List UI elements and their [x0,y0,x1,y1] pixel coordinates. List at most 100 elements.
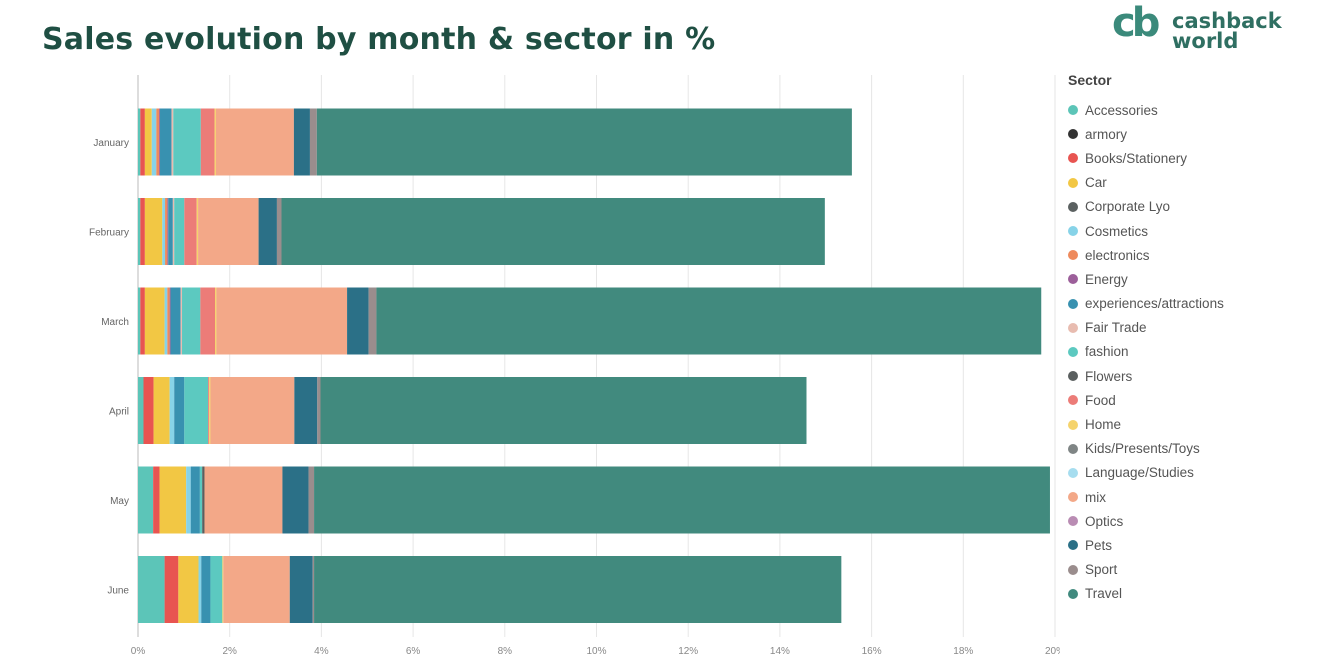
bar-march-mix [216,287,348,355]
legend-label: armory [1085,126,1128,142]
stacked-bar-chart: 0% 2% 4% 6% 8% 10% 12% 14% 16% 18% 20% January Febru… [89,75,1060,657]
bar-april-sport [317,377,321,444]
legend-item-fair-trade[interactable]: Fair Trade [1068,316,1323,340]
legend-item-fashion[interactable]: fashion [1068,340,1323,364]
bar-february-energy [167,198,169,265]
legend-item-armory[interactable]: armory [1068,122,1323,146]
bar-march-energy [169,287,171,355]
bar-march-electronics [167,287,170,355]
bar-february-food [184,198,197,265]
bar-january-accessories [138,108,141,176]
legend-label: Optics [1085,513,1124,529]
x-tick-label: 16% [862,646,882,657]
legend-swatch [1068,250,1078,261]
legend-swatch [1068,298,1078,309]
bar-february-experiences-attractions [168,198,173,265]
bar-february-electronics [165,198,168,265]
y-tick-label-february: February [89,228,129,239]
legend-item-cosmetics[interactable]: Cosmetics [1068,219,1323,243]
logo-mark: cb [1112,0,1160,46]
legend-item-corporate-lyo[interactable]: Corporate Lyo [1068,195,1323,219]
bar-january-home [214,108,216,176]
x-tick-label: 14% [770,646,790,657]
y-tick-label-january: January [93,138,129,149]
legend-label: Sport [1085,562,1118,578]
legend-item-mix[interactable]: mix [1068,485,1323,509]
legend-item-flowers[interactable]: Flowers [1068,364,1323,388]
legend-swatch [1068,443,1078,454]
bar-march-accessories [138,287,141,355]
bar-february-accessories [138,198,141,265]
y-tick-label-april: April [109,407,129,418]
bar-april-fashion [184,377,209,444]
bar-january-pets [293,108,310,176]
legend-item-energy[interactable]: Energy [1068,267,1323,291]
legend-item-sport[interactable]: Sport [1068,558,1323,582]
legend-label: Energy [1085,271,1128,287]
legend-item-experiences-attractions[interactable]: experiences/attractions [1068,292,1323,316]
legend-items: Accessories armory Books/Stationery Car Corp… [1068,98,1323,606]
bar-february-fair-trade [172,198,175,265]
bar-april-travel [320,377,807,444]
legend-item-food[interactable]: Food [1068,388,1323,412]
legend-item-optics[interactable]: Optics [1068,509,1323,533]
legend-item-car[interactable]: Car [1068,171,1323,195]
bar-february-fashion [174,198,185,265]
bar-june-mix [223,556,290,623]
y-tick-label-june: June [107,586,129,597]
bar-march-travel [376,287,1042,355]
bar-april-experiences-attractions [174,377,185,444]
legend-label: experiences/attractions [1085,296,1224,312]
y-tick-label-march: March [101,317,129,328]
legend-label: Kids/Presents/Toys [1085,441,1200,457]
bar-january-mix [215,108,294,176]
x-tick-label: 18% [953,646,973,657]
bar-march-sport [368,287,377,355]
legend-swatch [1068,105,1078,116]
legend-label: Corporate Lyo [1085,199,1171,215]
bar-june-cosmetics [198,556,202,623]
bar-february-books-stationery [140,198,145,265]
legend-label: fashion [1085,344,1129,360]
logo-text-line2: world [1172,29,1239,53]
legend-label: Cosmetics [1085,223,1149,239]
bar-june-travel [314,556,842,623]
bar-june-books-stationery [164,556,179,623]
legend-item-books-stationery[interactable]: Books/Stationery [1068,146,1323,170]
legend-swatch [1068,540,1078,551]
legend-item-accessories[interactable]: Accessories [1068,98,1323,122]
bar-january-sport [309,108,317,176]
bar-january-experiences-attractions [160,108,172,176]
legend-swatch [1068,564,1078,575]
legend-swatch [1068,322,1078,333]
bar-june-pets [289,556,313,623]
bar-april-home [209,377,211,444]
bar-march-pets [347,287,369,355]
bar-march-fair-trade [180,287,183,355]
legend-swatch [1068,153,1078,164]
legend-swatch [1068,371,1078,382]
legend-item-electronics[interactable]: electronics [1068,243,1323,267]
legend-item-travel[interactable]: Travel [1068,582,1323,606]
legend-item-kids-presents-toys[interactable]: Kids/Presents/Toys [1068,437,1323,461]
bar-january-cosmetics [151,108,157,176]
bar-june-accessories [138,556,165,623]
x-tick-label: 0% [131,646,146,657]
bar-april-books-stationery [143,377,154,444]
legend-label: Travel [1085,586,1123,602]
bar-may-experiences-attractions [190,466,200,534]
legend-item-language-studies[interactable]: Language/Studies [1068,461,1323,485]
bar-april-pets [294,377,318,444]
chart-title: Sales evolution by month & sector in % [42,22,716,57]
legend-label: Fair Trade [1085,320,1147,336]
legend-item-home[interactable]: Home [1068,412,1323,436]
bar-may-accessories [138,466,154,534]
bar-april-food [208,377,210,444]
bar-march-home [215,287,217,355]
bar-march-food [200,287,216,355]
bar-january-energy [159,108,161,176]
legend-item-pets[interactable]: Pets [1068,533,1323,557]
bar-january-fair-trade [171,108,174,176]
bar-february-car [144,198,163,265]
bar-may-flowers [202,466,205,534]
